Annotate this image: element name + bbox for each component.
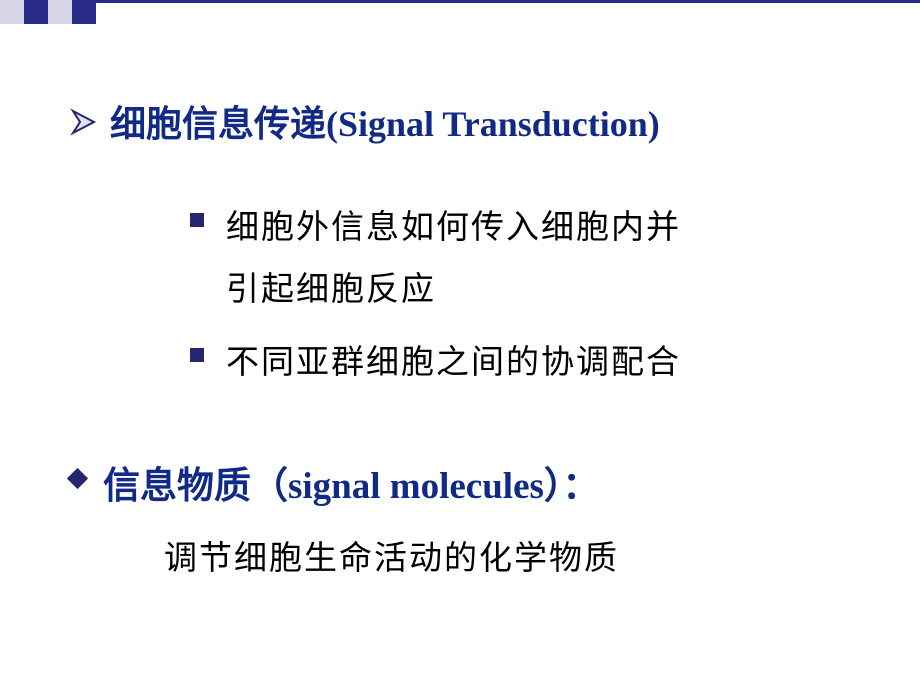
bullet-text: 细胞外信息如何传入细胞内并 引起细胞反应 <box>226 197 681 322</box>
section2: 信息物质（signal molecules）： 调节细胞生命活动的化学物质 <box>70 455 850 579</box>
section1-title-en: (Signal Transduction) <box>326 104 660 144</box>
section1-heading-row: 细胞信息传递(Signal Transduction) <box>70 100 850 149</box>
section2-title-zh: 信息物质 <box>103 466 251 507</box>
section1-title-zh: 细胞信息传递 <box>110 103 326 144</box>
section1-bullets: 细胞外信息如何传入细胞内并 引起细胞反应 不同亚群细胞之间的协调配合 <box>190 197 850 395</box>
section2-title: 信息物质（signal molecules）： <box>103 455 599 509</box>
section2-heading-row: 信息物质（signal molecules）： <box>70 455 850 509</box>
section2-definition: 调节细胞生命活动的化学物质 <box>164 531 850 579</box>
bullet-item: 不同亚群细胞之间的协调配合 <box>190 332 850 395</box>
square-bullet-icon <box>190 348 204 362</box>
slide-content: 细胞信息传递(Signal Transduction) 细胞外信息如何传入细胞内… <box>0 0 920 690</box>
section2-title-paren: （signal molecules）： <box>251 466 599 507</box>
bullet-item: 细胞外信息如何传入细胞内并 引起细胞反应 <box>190 197 850 322</box>
bullet-line2: 引起细胞反应 <box>226 272 436 308</box>
bullet-line1: 不同亚群细胞之间的协调配合 <box>226 345 681 381</box>
section1-title: 细胞信息传递(Signal Transduction) <box>110 100 660 149</box>
square-bullet-icon <box>190 213 204 227</box>
diamond-bullet-icon <box>67 468 88 489</box>
bullet-line1: 细胞外信息如何传入细胞内并 <box>226 210 681 246</box>
arrow-bullet-icon <box>70 108 110 143</box>
bullet-text: 不同亚群细胞之间的协调配合 <box>226 332 681 395</box>
